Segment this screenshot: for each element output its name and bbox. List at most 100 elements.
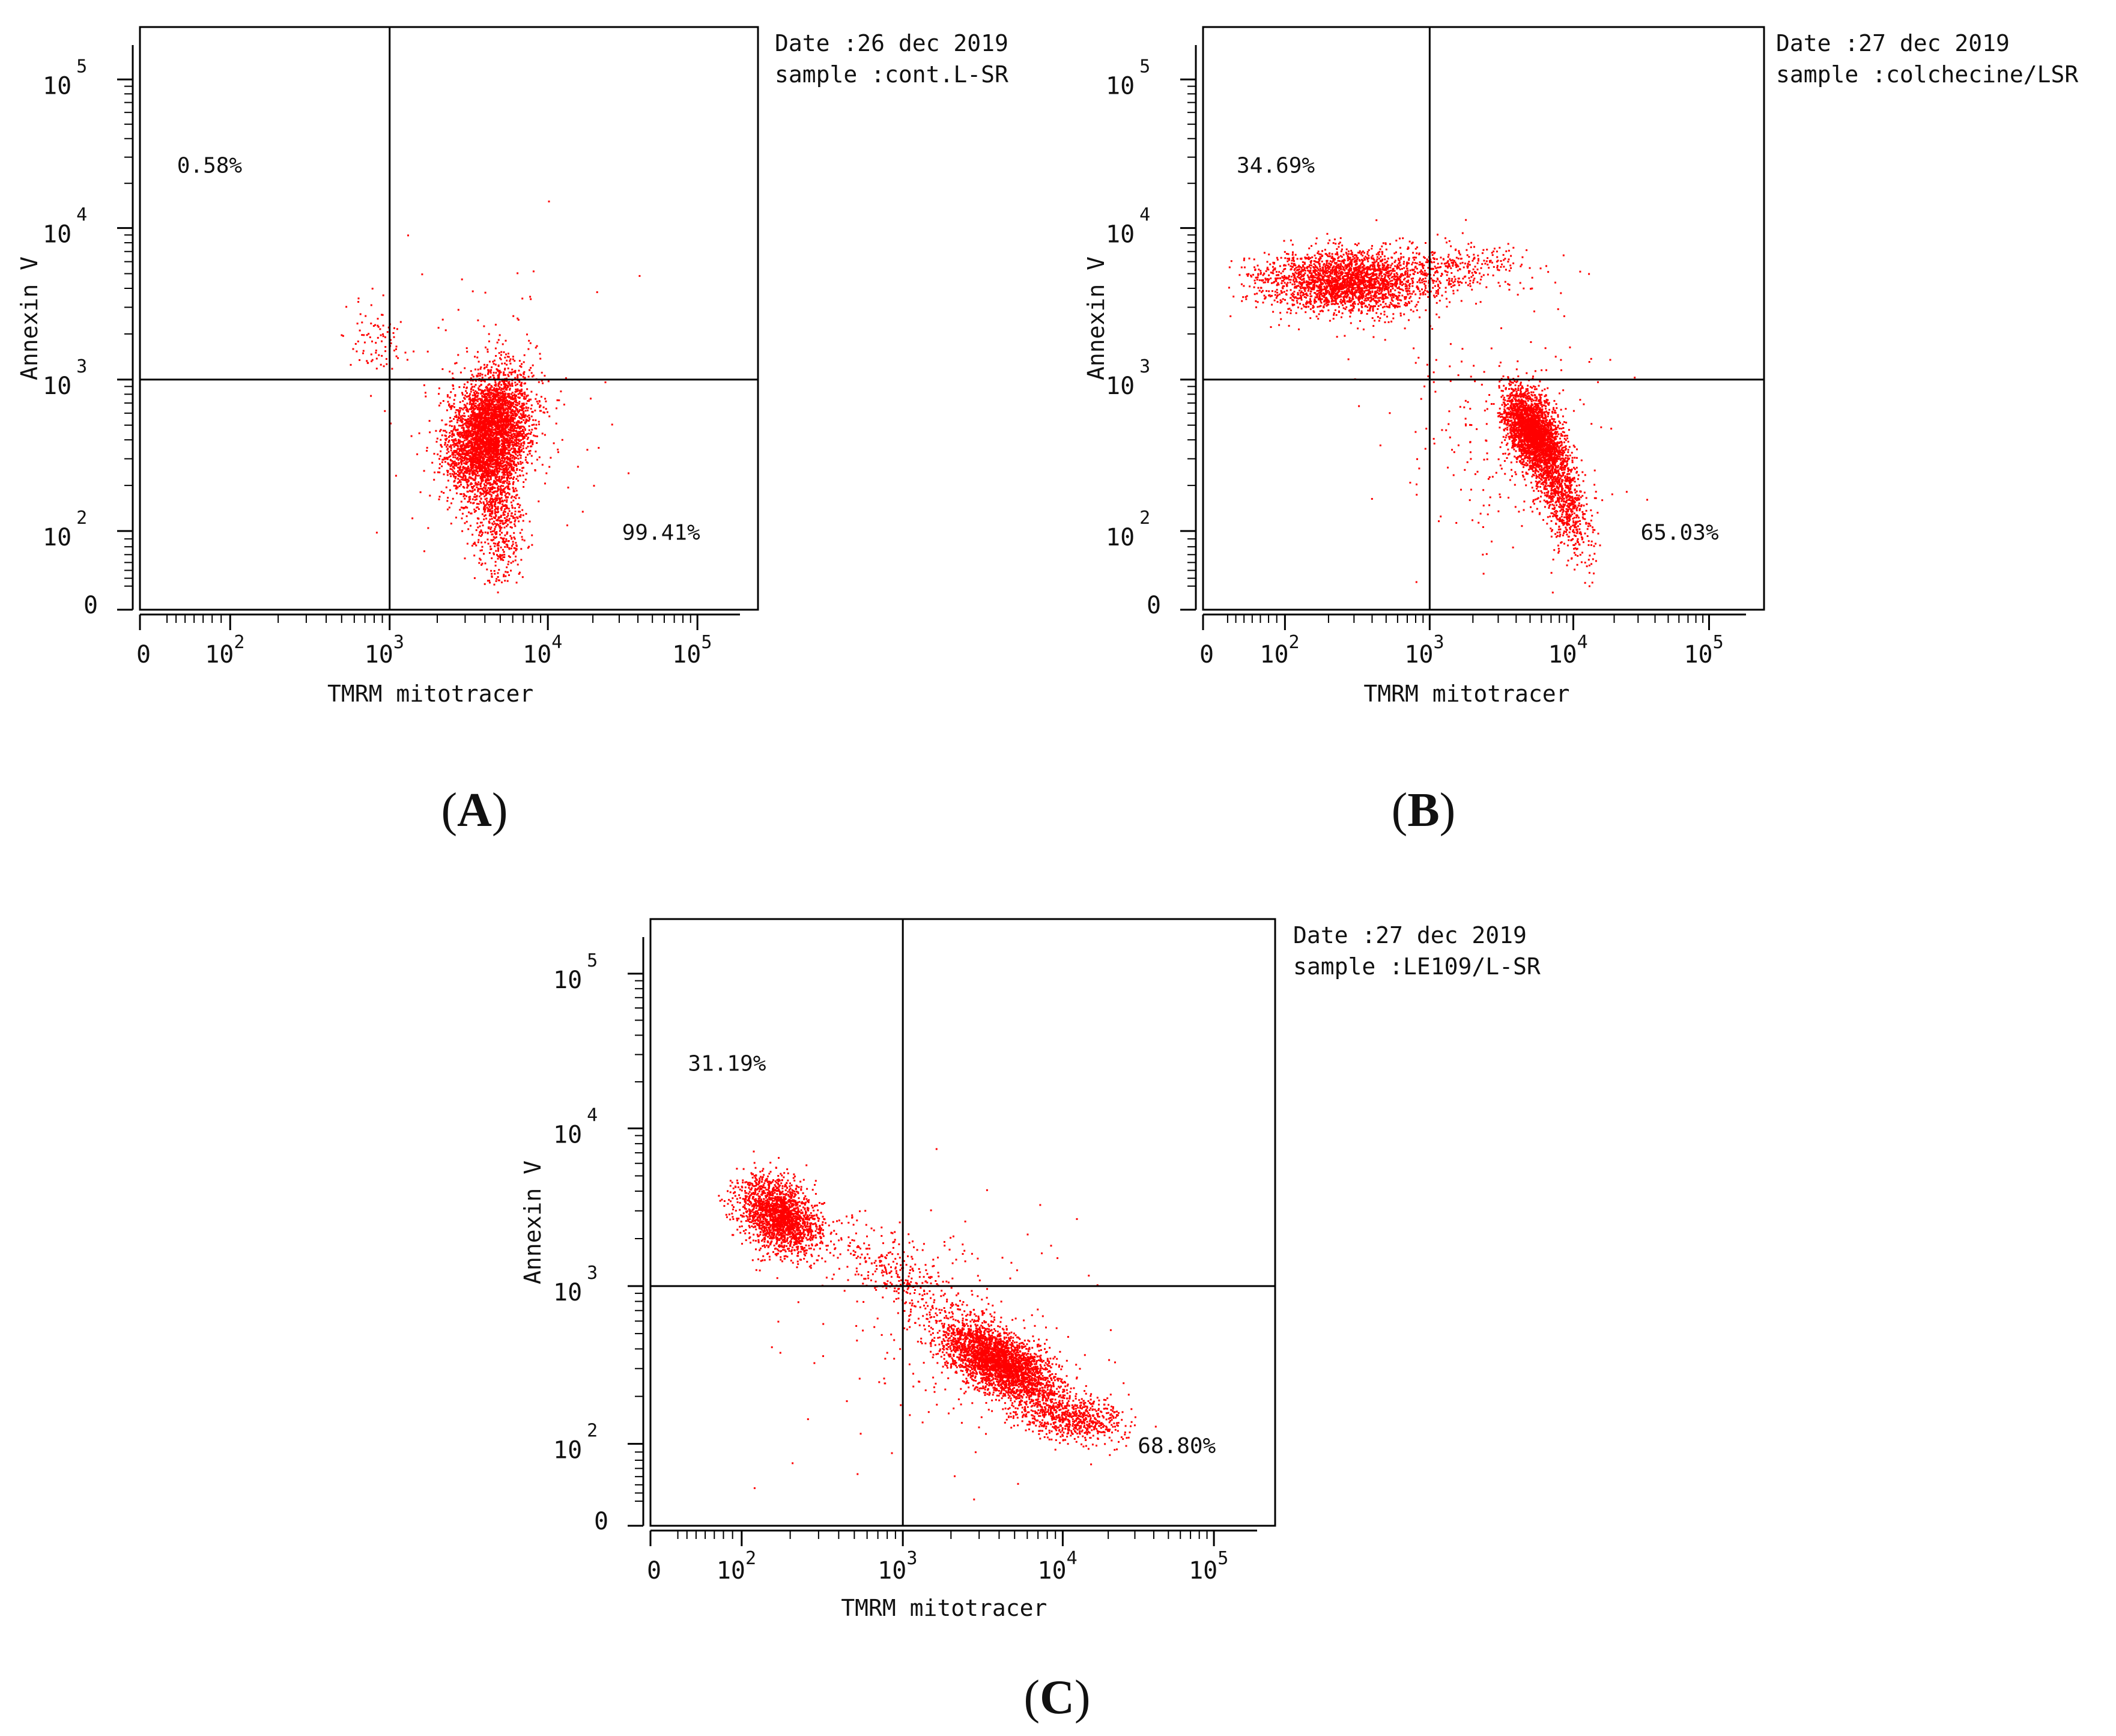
event-point-main bbox=[494, 439, 497, 441]
event-point-tail bbox=[485, 469, 487, 471]
event-point-main bbox=[498, 405, 500, 408]
event-point-tail bbox=[496, 439, 499, 441]
event-point-main bbox=[487, 411, 489, 413]
event-point-main bbox=[483, 368, 485, 369]
event-point-main bbox=[477, 487, 479, 490]
event-point-tail bbox=[519, 511, 521, 513]
event-point-main bbox=[488, 427, 491, 429]
event-point-tail bbox=[485, 491, 488, 493]
event-point-main bbox=[521, 461, 524, 464]
event-point-main bbox=[461, 434, 463, 437]
event-point-scatter bbox=[487, 413, 489, 415]
event-point-main bbox=[473, 428, 476, 430]
event-point-scatter bbox=[505, 448, 507, 451]
event-point-tail bbox=[527, 547, 529, 549]
event-point-main bbox=[509, 384, 512, 387]
event-point-upper bbox=[359, 359, 361, 361]
event-point-upper bbox=[375, 350, 377, 351]
event-point-main bbox=[458, 448, 461, 451]
event-point-main bbox=[527, 462, 529, 464]
event-point-main bbox=[557, 451, 559, 454]
event-point-tail bbox=[497, 495, 499, 497]
event-point-tail bbox=[488, 552, 491, 554]
event-point-main bbox=[494, 476, 497, 479]
event-point-main bbox=[535, 398, 537, 400]
event-point-main bbox=[446, 446, 447, 448]
event-point-tail bbox=[497, 458, 499, 460]
event-point-main bbox=[494, 473, 497, 476]
event-point-tail bbox=[487, 464, 490, 466]
event-point-main bbox=[493, 377, 496, 379]
event-point-main bbox=[496, 390, 499, 392]
event-point-main bbox=[474, 384, 477, 386]
event-point-scatter bbox=[502, 381, 505, 383]
event-point-tail bbox=[480, 498, 482, 500]
event-point-tail bbox=[495, 465, 497, 467]
event-point-main bbox=[514, 422, 515, 424]
event-point-main bbox=[532, 443, 534, 446]
event-point-main bbox=[476, 442, 479, 444]
event-point-upper bbox=[391, 368, 393, 370]
event-point-main bbox=[494, 381, 497, 384]
event-point-tail bbox=[515, 581, 518, 584]
event-point-main bbox=[502, 425, 504, 427]
event-point-main bbox=[455, 449, 457, 452]
event-point-main bbox=[483, 417, 485, 419]
event-point-main bbox=[512, 445, 515, 447]
event-point-main bbox=[454, 454, 456, 457]
event-point-main bbox=[539, 353, 541, 355]
event-point-tail bbox=[478, 534, 480, 536]
event-point-scatter bbox=[512, 462, 515, 464]
event-point-upper bbox=[393, 350, 395, 351]
event-point-main bbox=[461, 431, 464, 434]
event-point-main bbox=[490, 409, 492, 411]
event-point-scatter bbox=[490, 461, 492, 464]
event-point-main bbox=[482, 393, 485, 395]
event-point-tail bbox=[496, 468, 499, 470]
event-point-scatter bbox=[454, 395, 456, 397]
event-point-main bbox=[527, 437, 529, 439]
event-point-main bbox=[459, 509, 461, 511]
event-point-main bbox=[490, 371, 492, 373]
event-point-main bbox=[539, 406, 541, 408]
event-point-main bbox=[504, 356, 506, 359]
event-point-tail bbox=[503, 551, 505, 553]
event-point-tail bbox=[502, 556, 505, 559]
event-point-main bbox=[500, 416, 502, 419]
event-point-main bbox=[515, 404, 517, 406]
event-point-main bbox=[477, 368, 479, 371]
event-point-tail bbox=[512, 425, 514, 428]
event-point-main bbox=[520, 385, 523, 387]
event-point-main bbox=[500, 389, 502, 391]
event-point-main bbox=[526, 438, 529, 440]
event-point-main bbox=[463, 415, 465, 417]
event-point-main bbox=[467, 479, 469, 481]
event-point-main bbox=[441, 446, 443, 448]
event-point-tail bbox=[506, 455, 508, 458]
event-point-upper-left bbox=[1407, 279, 1410, 282]
event-point-tail bbox=[466, 542, 468, 545]
event-point-main bbox=[486, 437, 488, 439]
event-point-tail bbox=[477, 541, 479, 544]
event-point-main bbox=[496, 428, 499, 431]
event-point-main bbox=[453, 462, 455, 464]
event-point-main bbox=[460, 416, 462, 417]
event-point-main bbox=[418, 432, 420, 434]
event-point-tail bbox=[488, 580, 491, 582]
event-point-main bbox=[511, 434, 513, 436]
event-point-tail bbox=[521, 509, 524, 511]
event-point-main bbox=[462, 450, 465, 452]
event-point-main bbox=[512, 451, 514, 454]
event-point-main bbox=[477, 475, 479, 477]
event-point-main bbox=[449, 465, 452, 467]
event-point-main bbox=[508, 393, 510, 395]
event-point-upper bbox=[384, 350, 387, 353]
event-point-main bbox=[521, 363, 523, 365]
event-point-main bbox=[481, 446, 484, 449]
event-point-tail bbox=[500, 461, 502, 463]
event-point-tail bbox=[489, 513, 491, 515]
event-point-scatter bbox=[471, 374, 473, 376]
event-point-main bbox=[469, 434, 471, 437]
event-point-main bbox=[452, 474, 455, 476]
event-point-main bbox=[462, 472, 464, 475]
